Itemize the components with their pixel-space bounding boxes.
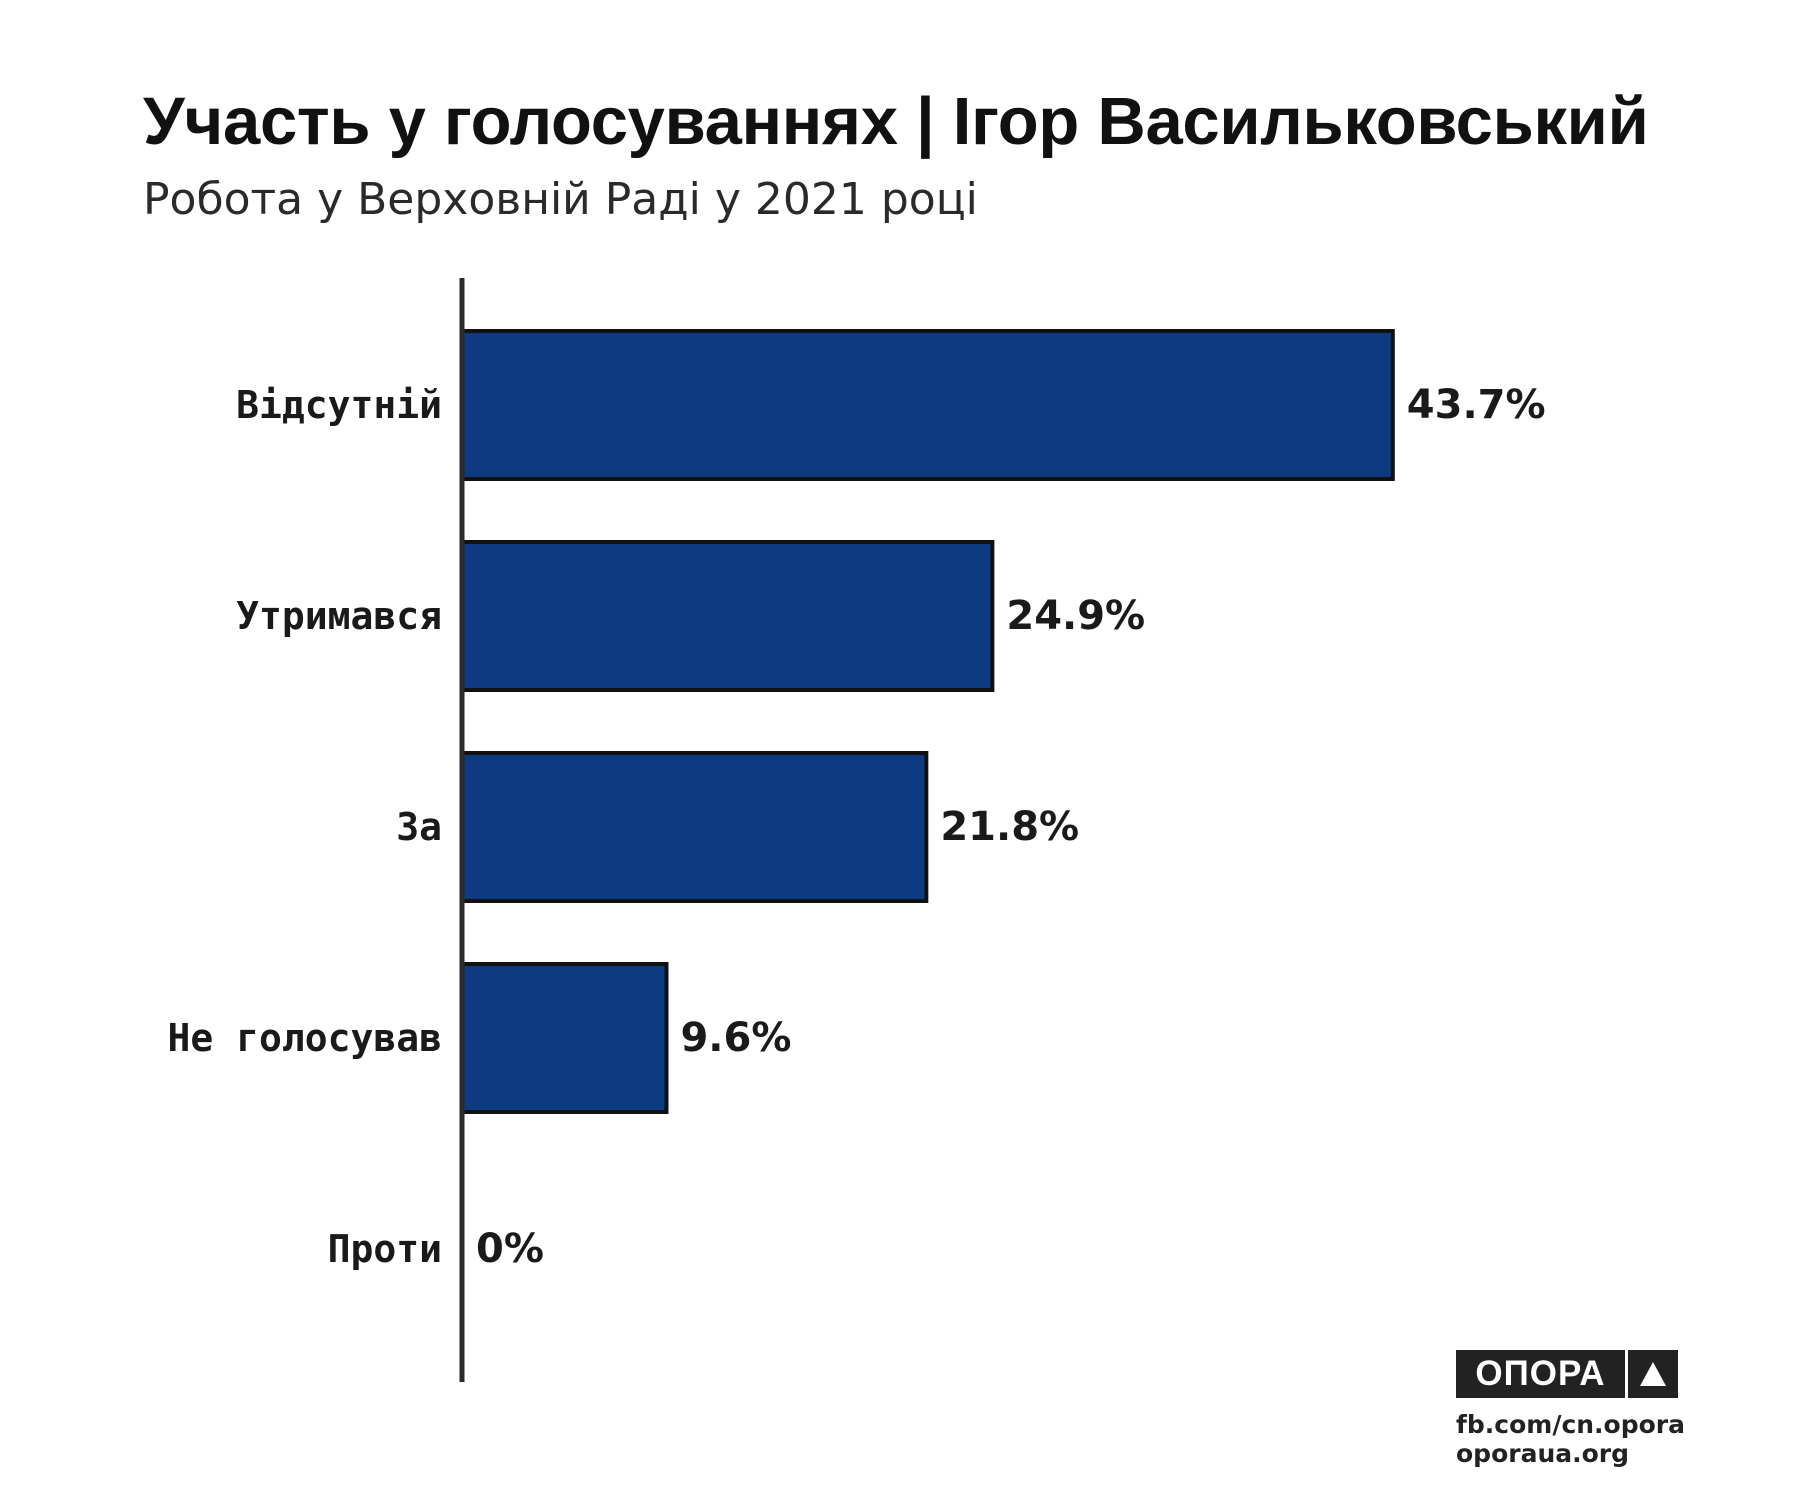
- facebook-link[interactable]: fb.com/cn.opora: [1456, 1410, 1686, 1439]
- footer-links: fb.com/cn.opora oporaua.org: [1456, 1410, 1685, 1468]
- website-link[interactable]: oporaua.org: [1456, 1439, 1630, 1468]
- logo-text: ОПОРА: [1456, 1350, 1628, 1398]
- value-label: 43.7%: [1407, 382, 1546, 428]
- category-label: Проти: [328, 1227, 442, 1271]
- triangle-icon: [1628, 1350, 1678, 1398]
- category-label: Не голосував: [167, 1016, 442, 1060]
- value-label: 21.8%: [940, 804, 1079, 850]
- category-label: Утримався: [236, 594, 442, 638]
- bars-layer: [460, 329, 1395, 1114]
- category-label: За: [396, 805, 442, 849]
- bar-2: [460, 751, 929, 903]
- value-label: 24.9%: [1006, 593, 1145, 639]
- opora-logo: ОПОРА: [1456, 1350, 1678, 1398]
- chart-title: Участь у голосуваннях | Ігор Васильковсь…: [143, 84, 1649, 159]
- category-label: Відсутній: [236, 383, 442, 427]
- bar-0: [460, 329, 1395, 481]
- bar-1: [460, 540, 995, 692]
- value-label: 0%: [476, 1226, 544, 1272]
- bar-3: [460, 962, 669, 1114]
- labels-layer: Відсутній 43.7% Утримався 24.9% За 21.8% Не го…: [167, 382, 1545, 1272]
- chart-subtitle: Робота у Верховній Раді у 2021 році: [143, 174, 978, 225]
- value-label: 9.6%: [680, 1015, 791, 1061]
